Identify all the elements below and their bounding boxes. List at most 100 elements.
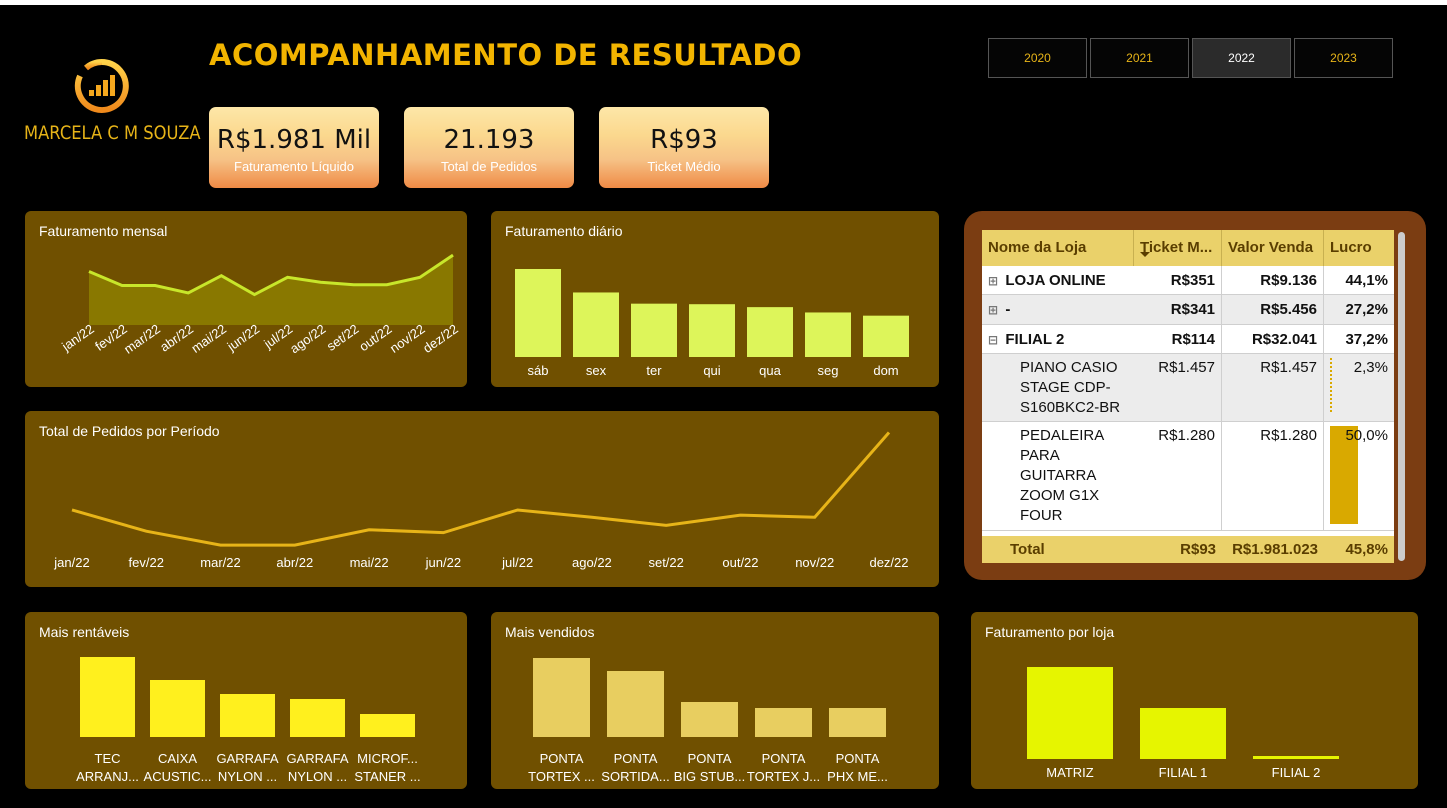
x-tick-label: CAIXA: [158, 751, 197, 766]
bar: [515, 269, 561, 357]
brand-logo: MARCELA C M SOUZA: [24, 56, 201, 156]
cell-text-line: ZOOM G1X: [1020, 487, 1100, 504]
chart-pedidos-periodo[interactable]: jan/22 fev/22 mar/22 abr/22 mai/22 jun/22 jul/…: [25, 411, 939, 587]
cell-valor: R$9.136: [1222, 266, 1324, 294]
cell-text: LOJA ONLINE: [1005, 272, 1106, 289]
column-header-valor[interactable]: Valor Venda: [1222, 230, 1324, 266]
x-tick-label: dez/22: [420, 321, 461, 356]
x-tick-label: ter: [646, 363, 662, 378]
table-header: Nome da Loja Ticket M... Valor Venda Luc…: [982, 230, 1394, 292]
year-button-2021[interactable]: 2021: [1090, 38, 1189, 78]
column-header-nome-loja[interactable]: Nome da Loja: [982, 230, 1134, 266]
x-tick-label: mar/22: [200, 555, 240, 570]
kpi-card-pedidos: 21.193 Total de Pedidos: [404, 107, 574, 188]
x-tick-label: seg: [818, 363, 839, 378]
cell-text-line: S160BKC2-BR: [1020, 399, 1121, 416]
bar: [747, 307, 793, 357]
cell-lucro: 37,2%: [1345, 331, 1388, 348]
total-ticket: R$93: [1180, 541, 1216, 558]
chart-mais-vendidos[interactable]: PONTA TORTEX ... PONTA SORTIDA... PONTA BIG S…: [491, 612, 939, 789]
x-tick-label: nov/22: [795, 555, 834, 570]
chart-title: Faturamento por loja: [985, 624, 1115, 640]
table-row[interactable]: ⊟ FILIAL 2 R$114 R$32.041 37,2%: [982, 325, 1394, 354]
column-header-lucro[interactable]: Lucro %: [1330, 239, 1372, 292]
total-valor: R$1.981.023: [1232, 541, 1318, 558]
x-tick-label: mar/22: [121, 321, 163, 356]
bar: [573, 292, 619, 357]
bar: [360, 714, 415, 737]
table-scrollbar[interactable]: [1398, 232, 1405, 561]
data-bar: [1330, 426, 1358, 524]
cell-lucro: 50,0%: [1324, 422, 1394, 530]
top-border: [0, 0, 1447, 5]
expand-icon[interactable]: ⊞: [988, 303, 1002, 317]
x-tick-label: qui: [703, 363, 720, 378]
collapse-icon[interactable]: ⊟: [988, 333, 1002, 347]
column-header-ticket[interactable]: Ticket M...: [1134, 230, 1222, 266]
cell-text: 50,0%: [1345, 427, 1388, 444]
cell-ticket: R$1.280: [1134, 422, 1222, 530]
panel-faturamento-loja: Faturamento por loja MATRIZ FILIAL 1 FILIA…: [971, 612, 1418, 789]
cell-lucro: 2,3%: [1324, 354, 1394, 421]
cell-ticket: R$114: [1134, 325, 1222, 353]
x-tick-label: FILIAL 1: [1159, 765, 1208, 780]
cell-nome-loja: ⊞ LOJA ONLINE: [982, 266, 1134, 294]
chart-faturamento-diario[interactable]: sáb sex ter qui qua seg dom: [491, 211, 939, 387]
total-lucro: 45,8%: [1345, 541, 1388, 558]
cell-text-line: FOUR: [1020, 507, 1063, 524]
kpi-label: Faturamento Líquido: [234, 159, 354, 174]
expand-icon[interactable]: ⊞: [988, 274, 1002, 288]
x-tick-label: TORTEX J...: [747, 769, 820, 784]
bar: [681, 702, 738, 737]
bar: [150, 680, 205, 737]
cell-text: 2,3%: [1353, 359, 1388, 376]
x-tick-label: MICROF...: [357, 751, 418, 766]
cell-lucro: 27,2%: [1345, 301, 1388, 318]
table-row[interactable]: PEDALEIRA PARA GUITARRA ZOOM G1X FOUR R$1.280…: [982, 422, 1394, 531]
x-tick-label: SORTIDA...: [601, 769, 669, 784]
x-tick-label: NYLON ...: [288, 769, 347, 784]
table-row[interactable]: PIANO CASIO STAGE CDP- S160BKC2-BR R$1.457 R…: [982, 354, 1394, 422]
bar: [829, 708, 886, 737]
year-button-2020[interactable]: 2020: [988, 38, 1087, 78]
x-tick-label: abr/22: [157, 321, 196, 354]
chart-title: Faturamento mensal: [39, 223, 168, 239]
chart-faturamento-loja[interactable]: MATRIZ FILIAL 1 FILIAL 2: [971, 612, 1418, 789]
cell-nome-loja: PIANO CASIO STAGE CDP- S160BKC2-BR: [982, 354, 1134, 421]
x-tick-label: sáb: [528, 363, 549, 378]
panel-pedidos-periodo: Total de Pedidos por Período jan/22 fev/2…: [25, 411, 939, 587]
bar: [805, 312, 851, 357]
chart-title: Faturamento diário: [505, 223, 623, 239]
x-tick-label: dom: [873, 363, 898, 378]
x-tick-label: abr/22: [276, 555, 313, 570]
year-button-2022[interactable]: 2022: [1192, 38, 1291, 78]
x-tick-label: mai/22: [350, 555, 389, 570]
kpi-value: R$93: [650, 125, 718, 155]
bar: [607, 671, 664, 737]
table-row[interactable]: ⊞ LOJA ONLINE R$351 R$9.136 44,1%: [982, 266, 1394, 295]
table-row[interactable]: ⊞ - R$341 R$5.456 27,2%: [982, 295, 1394, 325]
cell-lucro: 44,1%: [1345, 272, 1388, 289]
x-tick-label: out/22: [722, 555, 758, 570]
x-tick-label: jun/22: [425, 555, 461, 570]
column-header-ticket-label: Ticket M...: [1140, 239, 1213, 256]
kpi-label: Ticket Médio: [647, 159, 721, 174]
x-tick-label: MATRIZ: [1046, 765, 1093, 780]
kpi-card-ticket: R$93 Ticket Médio: [599, 107, 769, 188]
x-tick-label: jun/22: [224, 321, 262, 354]
x-tick-label: BIG STUB...: [674, 769, 746, 784]
kpi-label: Total de Pedidos: [440, 159, 538, 174]
cell-nome-loja: ⊟ FILIAL 2: [982, 325, 1134, 353]
bar: [1140, 708, 1226, 759]
x-tick-label: PONTA: [836, 751, 880, 766]
total-label: Total: [1010, 541, 1045, 558]
cell-text-line: GUITARRA: [1020, 467, 1097, 484]
series-line: [71, 431, 891, 547]
x-tick-label: GARRAFA: [286, 751, 348, 766]
bar: [220, 694, 275, 737]
year-button-2023[interactable]: 2023: [1294, 38, 1393, 78]
bar: [290, 699, 345, 737]
chart-mais-rentaveis[interactable]: TEC ARRANJ... CAIXA ACUSTIC... GARRAFA NYLON …: [25, 612, 467, 789]
bar-chart-logo-icon: [74, 58, 129, 113]
